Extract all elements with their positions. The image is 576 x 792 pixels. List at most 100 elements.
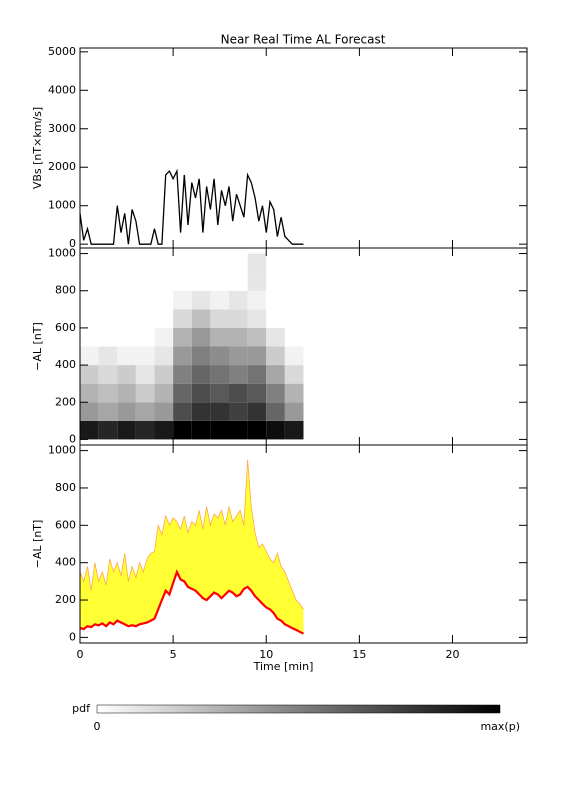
heat-cell <box>247 383 267 403</box>
heat-cell <box>117 420 136 440</box>
heat-cell <box>266 420 285 440</box>
heat-cell <box>154 253 174 273</box>
y-tick-label: 600 <box>55 518 76 531</box>
data-line <box>79 168 304 245</box>
x-axis-label: Time [min] <box>253 660 314 673</box>
heat-cell <box>284 272 304 291</box>
heat-cell <box>266 327 285 347</box>
heat-cell <box>229 272 248 291</box>
heat-cell <box>210 327 229 347</box>
heat-cell <box>210 383 229 403</box>
heat-cell <box>173 346 192 366</box>
y-tick-label: 0 <box>69 237 76 250</box>
heat-cell <box>210 253 229 273</box>
heat-cell <box>117 365 136 384</box>
heat-cell <box>98 327 118 347</box>
y-axis-label: −AL [nT] <box>31 322 44 371</box>
heat-cell <box>247 420 267 440</box>
heat-cell <box>154 290 174 310</box>
colorbar-min: 0 <box>94 720 101 733</box>
heat-cell <box>135 253 155 273</box>
y-tick-label: 0 <box>69 630 76 643</box>
heat-cell <box>173 402 192 421</box>
y-tick-label: 1000 <box>48 247 76 260</box>
heat-cell <box>229 253 248 273</box>
heat-cell <box>247 309 267 328</box>
heat-cell <box>266 272 285 291</box>
heat-cell <box>135 365 155 384</box>
heat-cell <box>135 346 155 366</box>
heat-cell <box>266 290 285 310</box>
colorbar <box>96 704 501 714</box>
y-tick-label: 800 <box>55 481 76 494</box>
colorbar-label: pdf <box>72 702 91 715</box>
heat-cell <box>229 290 248 310</box>
figure-title: Near Real Time AL Forecast <box>221 33 386 47</box>
heat-cell <box>154 272 174 291</box>
lower-line <box>79 569 305 635</box>
heat-cell <box>173 365 192 384</box>
heat-cell <box>191 290 211 310</box>
heat-cell <box>284 420 304 440</box>
heat-cell <box>191 365 211 384</box>
y-tick-label: 800 <box>55 284 76 297</box>
heat-cell <box>266 365 285 384</box>
heat-cell <box>284 327 304 347</box>
heat-cell <box>98 365 118 384</box>
heat-cell <box>284 253 304 273</box>
band-area <box>80 459 304 634</box>
heat-cell <box>247 402 267 421</box>
heat-cell <box>135 309 155 328</box>
heat-cell <box>247 327 267 347</box>
heat-cell <box>210 402 229 421</box>
heat-cell <box>284 290 304 310</box>
heat-cell <box>284 383 304 403</box>
heat-cell <box>117 346 136 366</box>
heat-cell <box>98 402 118 421</box>
heat-cell <box>98 420 118 440</box>
heat-cell <box>117 309 136 328</box>
heat-cell <box>98 272 118 291</box>
y-tick-label: 3000 <box>48 122 76 135</box>
heat-cell <box>80 309 99 328</box>
heat-cell <box>191 272 211 291</box>
heat-cell <box>284 346 304 366</box>
heat-cell <box>191 420 211 440</box>
heat-cell <box>173 420 192 440</box>
x-tick-label: 5 <box>170 648 177 661</box>
y-tick-label: 200 <box>55 593 76 606</box>
heat-cell <box>98 346 118 366</box>
heat-cell <box>266 346 285 366</box>
heat-cell <box>135 420 155 440</box>
heat-cell <box>117 383 136 403</box>
heat-cell <box>191 253 211 273</box>
heat-cell <box>210 365 229 384</box>
heat-cell <box>173 290 192 310</box>
heat-cell <box>117 290 136 310</box>
heat-cell <box>154 327 174 347</box>
heat-cell <box>284 309 304 328</box>
heat-cell <box>229 402 248 421</box>
heat-cell <box>117 402 136 421</box>
heat-cell <box>154 365 174 384</box>
heat-cell <box>154 402 174 421</box>
x-tick-label: 15 <box>352 648 366 661</box>
heat-cell <box>210 346 229 366</box>
heat-cell <box>117 272 136 291</box>
x-tick-label: 20 <box>446 648 460 661</box>
heat-cell <box>266 253 285 273</box>
heat-cell <box>98 253 118 273</box>
heat-cell <box>135 290 155 310</box>
heat-cell <box>135 327 155 347</box>
y-tick-label: 2000 <box>48 160 76 173</box>
y-tick-label: 400 <box>55 556 76 569</box>
heat-cell <box>247 365 267 384</box>
heat-cell <box>173 383 192 403</box>
heat-cell <box>80 383 99 403</box>
x-tick-label: 10 <box>259 648 273 661</box>
y-tick-label: 400 <box>55 358 76 371</box>
heat-cell <box>247 290 267 310</box>
heat-cell <box>284 365 304 384</box>
heat-cell <box>247 253 267 273</box>
